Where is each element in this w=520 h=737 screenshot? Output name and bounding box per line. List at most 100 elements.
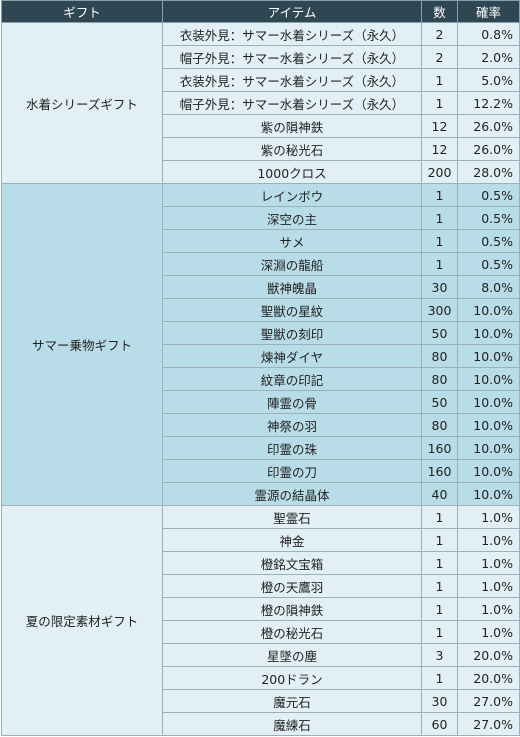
quantity-cell: 30 xyxy=(421,689,458,713)
item-cell: 衣装外見：サマー水着シリーズ（永久） xyxy=(162,22,422,46)
rate-cell: 0.8% xyxy=(457,22,520,46)
item-cell: 1000クロス xyxy=(162,160,422,184)
quantity-cell: 12 xyxy=(421,137,458,161)
table-row: サマー乗物ギフト レインボウ 1 0.5% xyxy=(1,183,520,506)
rate-cell: 20.0% xyxy=(457,643,520,667)
quantity-cell: 2 xyxy=(421,45,458,69)
table-row: 紫の隕神鉄 12 26.0% xyxy=(2,114,520,138)
item-cell: 陣霊の骨 xyxy=(162,390,422,414)
rate-cell: 0.5% xyxy=(457,252,520,276)
item-cell: 獣神魄晶 xyxy=(162,275,422,299)
quantity-cell: 1 xyxy=(421,574,458,598)
gift-name-cell: サマー乗物ギフト xyxy=(1,183,163,506)
table-header-row: ギフト アイテム 数 確率 xyxy=(1,0,520,23)
quantity-cell: 50 xyxy=(421,321,458,345)
rate-cell: 10.0% xyxy=(457,344,520,368)
gift-name-cell: 夏の限定素材ギフト xyxy=(1,505,163,736)
quantity-cell: 160 xyxy=(421,436,458,460)
rate-cell: 26.0% xyxy=(457,137,520,161)
quantity-cell: 1 xyxy=(421,206,458,230)
item-cell: サメ xyxy=(162,229,422,253)
table-row: 聖獣の刻印 50 10.0% xyxy=(2,321,520,345)
rate-cell: 27.0% xyxy=(457,712,520,736)
rate-cell: 27.0% xyxy=(457,689,520,713)
quantity-cell: 1 xyxy=(421,252,458,276)
table-row: 深淵の龍船 1 0.5% xyxy=(2,252,520,276)
header-rate: 確率 xyxy=(457,0,520,23)
quantity-cell: 80 xyxy=(421,344,458,368)
rate-cell: 10.0% xyxy=(457,436,520,460)
item-cell: 星墜の塵 xyxy=(162,643,422,667)
rate-cell: 8.0% xyxy=(457,275,520,299)
item-cell: 深淵の龍船 xyxy=(162,252,422,276)
table-row: 神祭の羽 80 10.0% xyxy=(2,413,520,437)
item-cell: 衣装外見：サマー水着シリーズ（永久） xyxy=(162,68,422,92)
table-row: 印霊の刀 160 10.0% xyxy=(2,459,520,483)
table-row: 印霊の珠 160 10.0% xyxy=(2,436,520,460)
table-row: 神金 1 1.0% xyxy=(2,528,520,552)
item-cell: 神祭の羽 xyxy=(162,413,422,437)
item-cell: 橙の天鷹羽 xyxy=(162,574,422,598)
item-cell: 紫の秘光石 xyxy=(162,137,422,161)
quantity-cell: 60 xyxy=(421,712,458,736)
table-body: 水着シリーズギフト 衣装外見：サマー水着シリーズ（永久） 2 0.8% 帽子外見：サマー… xyxy=(1,22,520,736)
quantity-cell: 1 xyxy=(421,91,458,115)
quantity-cell: 12 xyxy=(421,114,458,138)
gift-name-cell: 水着シリーズギフト xyxy=(1,22,163,184)
table-row: 紫の秘光石 12 26.0% xyxy=(2,137,520,161)
header-item: アイテム xyxy=(162,0,422,23)
quantity-cell: 3 xyxy=(421,643,458,667)
rate-cell: 26.0% xyxy=(457,114,520,138)
rate-cell: 1.0% xyxy=(457,574,520,598)
table-row: 煉神ダイヤ 80 10.0% xyxy=(2,344,520,368)
quantity-cell: 30 xyxy=(421,275,458,299)
item-cell: 聖獣の刻印 xyxy=(162,321,422,345)
quantity-cell: 1 xyxy=(421,229,458,253)
rate-cell: 28.0% xyxy=(457,160,520,184)
table-row: 紋章の印記 80 10.0% xyxy=(2,367,520,391)
quantity-cell: 1 xyxy=(421,620,458,644)
rate-cell: 10.0% xyxy=(457,367,520,391)
quantity-cell: 1 xyxy=(421,666,458,690)
rate-cell: 10.0% xyxy=(457,459,520,483)
rate-cell: 10.0% xyxy=(457,390,520,414)
item-cell: 帽子外見：サマー水着シリーズ（永久） xyxy=(162,45,422,69)
table-row: 衣装外見：サマー水着シリーズ（永久） 1 5.0% xyxy=(2,68,520,92)
item-cell: 神金 xyxy=(162,528,422,552)
quantity-cell: 2 xyxy=(421,22,458,46)
table-row: 獣神魄晶 30 8.0% xyxy=(2,275,520,299)
item-cell: 魔練石 xyxy=(162,712,422,736)
item-cell: 橙銘文宝箱 xyxy=(162,551,422,575)
quantity-cell: 160 xyxy=(421,459,458,483)
rate-cell: 0.5% xyxy=(457,183,520,207)
header-gift: ギフト xyxy=(1,0,163,23)
table-row: 橙の天鷹羽 1 1.0% xyxy=(2,574,520,598)
quantity-cell: 300 xyxy=(421,298,458,322)
table-row: 橙の秘光石 1 1.0% xyxy=(2,620,520,644)
item-cell: 紋章の印記 xyxy=(162,367,422,391)
quantity-cell: 1 xyxy=(421,551,458,575)
quantity-cell: 50 xyxy=(421,390,458,414)
item-cell: 紫の隕神鉄 xyxy=(162,114,422,138)
item-cell: 霊源の結晶体 xyxy=(162,482,422,506)
quantity-cell: 1 xyxy=(421,528,458,552)
item-cell: 深空の主 xyxy=(162,206,422,230)
table-row: 霊源の結晶体 40 10.0% xyxy=(2,482,520,506)
item-cell: 聖霊石 xyxy=(162,505,422,529)
item-cell: 魔元石 xyxy=(162,689,422,713)
table-row: 魔元石 30 27.0% xyxy=(2,689,520,713)
quantity-cell: 1 xyxy=(421,505,458,529)
rate-cell: 1.0% xyxy=(457,597,520,621)
rate-cell: 0.5% xyxy=(457,206,520,230)
table-row: 夏の限定素材ギフト 聖霊石 1 1.0% xyxy=(1,505,520,736)
rate-cell: 1.0% xyxy=(457,528,520,552)
quantity-cell: 1 xyxy=(421,597,458,621)
table-row: 陣霊の骨 50 10.0% xyxy=(2,390,520,414)
quantity-cell: 1 xyxy=(421,68,458,92)
item-cell: 200ドラン xyxy=(162,666,422,690)
table-row: 星墜の塵 3 20.0% xyxy=(2,643,520,667)
table-row: 帽子外見：サマー水着シリーズ（永久） 1 12.2% xyxy=(2,91,520,115)
item-cell: 印霊の刀 xyxy=(162,459,422,483)
rate-cell: 10.0% xyxy=(457,413,520,437)
